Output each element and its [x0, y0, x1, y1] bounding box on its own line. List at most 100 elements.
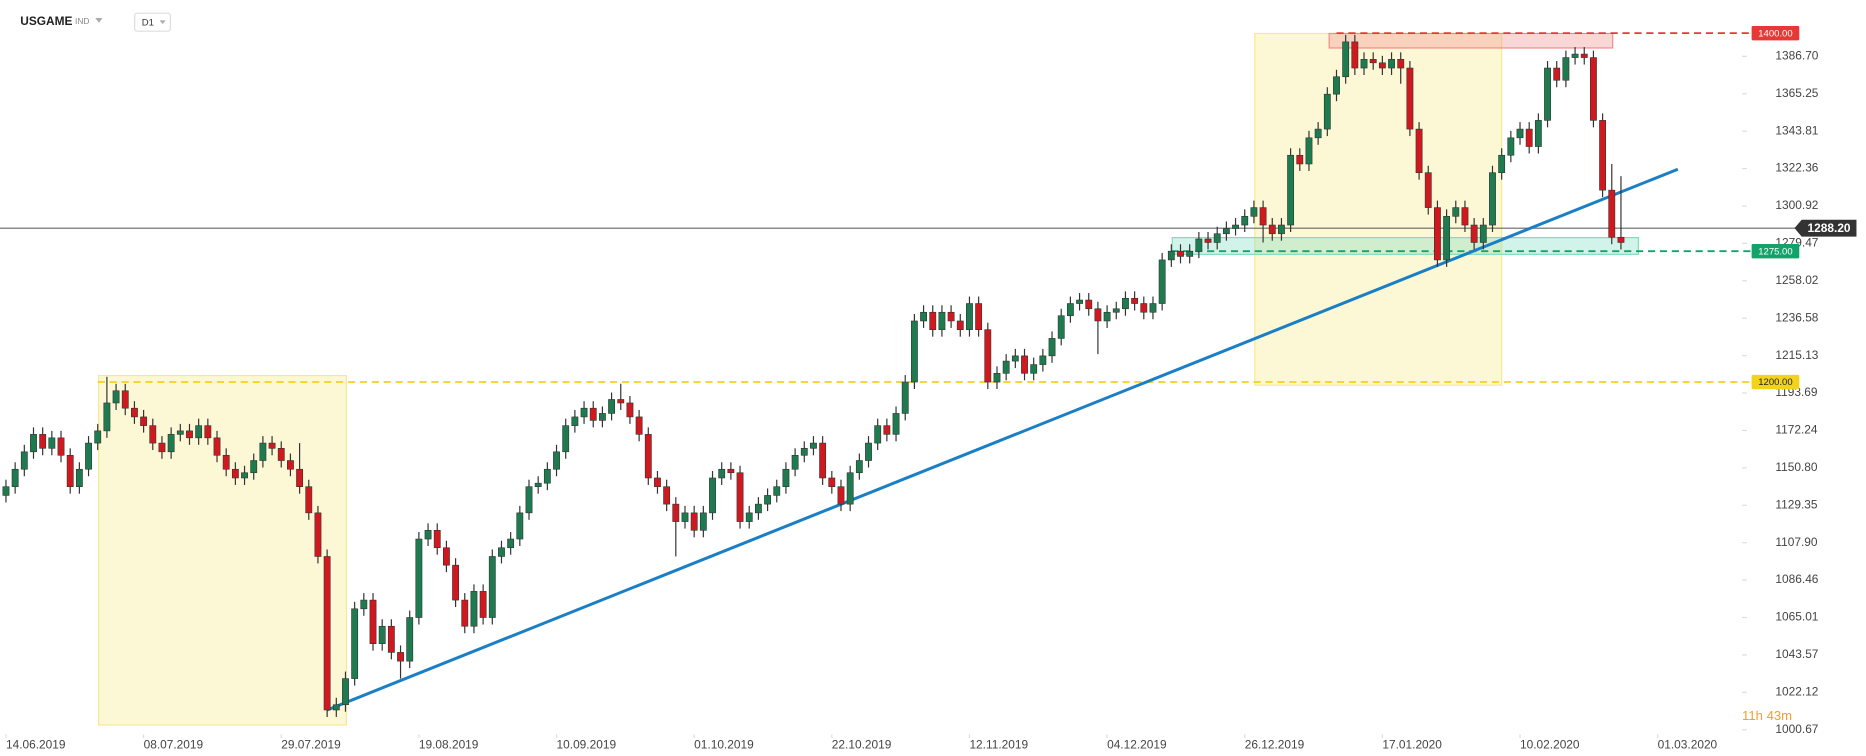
candle-body	[1415, 128, 1423, 173]
candle-body	[865, 442, 872, 461]
candle-body	[562, 425, 570, 453]
candle-body	[800, 448, 808, 456]
candle-body	[534, 482, 542, 487]
candle-body	[1103, 311, 1111, 322]
candle-body	[718, 468, 726, 479]
candle-body	[488, 556, 496, 618]
candle-body	[66, 454, 74, 487]
candle-body	[1131, 297, 1139, 304]
candle-body	[1608, 189, 1616, 238]
candle-body	[250, 460, 258, 474]
interval-caret[interactable]	[159, 20, 166, 24]
candle-body	[149, 425, 157, 444]
candle-body	[1406, 67, 1414, 130]
level-label: 1400.00	[1758, 28, 1792, 39]
candle-body	[993, 373, 1001, 383]
candle-body	[644, 434, 652, 479]
interval[interactable]: D1	[142, 17, 154, 28]
x-tick-label: 01.10.2019	[694, 737, 754, 751]
candle-body	[461, 599, 469, 627]
x-tick-label: 17.01.2020	[1382, 737, 1442, 751]
candle-body	[57, 437, 65, 456]
candle-body	[1525, 128, 1533, 147]
candle-body	[543, 468, 551, 484]
x-tick-label: 01.03.2020	[1658, 737, 1718, 751]
candle-body	[30, 434, 37, 453]
candle-body	[241, 472, 248, 479]
market[interactable]: IND	[75, 16, 89, 26]
candle-body	[1167, 250, 1175, 261]
level-tag	[1751, 25, 1800, 41]
candle-body	[773, 486, 781, 496]
trend-line	[326, 167, 1679, 712]
candle-body	[332, 704, 340, 711]
candle-body	[635, 416, 643, 435]
y-tick-label: 1386.70	[1775, 48, 1818, 62]
candle-body	[709, 477, 716, 514]
candle-body	[1388, 59, 1395, 69]
y-tick-label: 1150.80	[1775, 460, 1817, 474]
candle-body	[874, 425, 882, 444]
candle-body	[75, 468, 83, 487]
candle-body	[1287, 154, 1295, 226]
candle-body	[727, 468, 735, 474]
candle-body	[222, 454, 230, 470]
candle-body	[204, 425, 212, 439]
x-tick-label: 14.06.2019	[6, 737, 66, 751]
candle-body	[855, 460, 863, 474]
candle-body	[121, 390, 129, 409]
candle-body	[1617, 236, 1625, 243]
candle-body	[690, 512, 698, 531]
candle-body	[1158, 259, 1166, 304]
candle-body	[1085, 299, 1093, 310]
candle-body	[736, 472, 744, 522]
candle-body	[314, 512, 322, 557]
x-tick-label: 19.08.2019	[419, 737, 479, 751]
candle-body	[672, 503, 680, 522]
candle-body	[1149, 303, 1157, 313]
x-tick-label: 10.09.2019	[557, 737, 617, 751]
candle-body	[1213, 233, 1221, 243]
candle-body	[1296, 154, 1304, 165]
candle-body	[589, 407, 597, 421]
candle-body	[452, 564, 460, 601]
candle-body	[1599, 120, 1607, 191]
candle-body	[195, 425, 203, 439]
last-price-tag	[1794, 219, 1857, 237]
interval-box[interactable]	[134, 12, 171, 32]
candle-body	[580, 407, 588, 418]
candle-body	[1489, 172, 1496, 226]
candle-body	[1378, 62, 1386, 69]
candle-body	[433, 530, 441, 549]
candle-body	[167, 434, 175, 453]
candle-body	[837, 486, 845, 505]
candle-body	[397, 652, 404, 662]
candle-body	[1351, 41, 1359, 69]
candle-body	[1030, 364, 1038, 374]
y-tick-label: 1365.25	[1775, 86, 1818, 100]
candle-body	[268, 442, 276, 449]
candle-body	[1507, 137, 1515, 156]
candle-body	[1140, 303, 1148, 313]
candle-body	[85, 442, 92, 470]
candle-body	[1461, 207, 1469, 226]
candle-body	[277, 448, 285, 461]
candle-body	[901, 381, 909, 414]
candle-body	[1112, 308, 1120, 313]
candle-body	[617, 399, 625, 404]
candle-body	[1553, 67, 1561, 81]
candle-body	[2, 486, 10, 496]
dropdown-caret[interactable]	[95, 18, 103, 23]
candle-body	[1305, 137, 1313, 165]
candle-body	[1232, 224, 1239, 229]
candle-body	[626, 402, 634, 418]
y-tick-label: 1000.67	[1775, 722, 1818, 736]
last-price-label: 1288.20	[1808, 221, 1851, 235]
candle-body	[846, 472, 854, 505]
candle-body	[892, 413, 900, 435]
x-tick-label: 22.10.2019	[832, 737, 892, 751]
candle-body	[176, 430, 184, 435]
y-tick-label: 1215.13	[1775, 348, 1818, 362]
candle-body	[754, 503, 762, 514]
